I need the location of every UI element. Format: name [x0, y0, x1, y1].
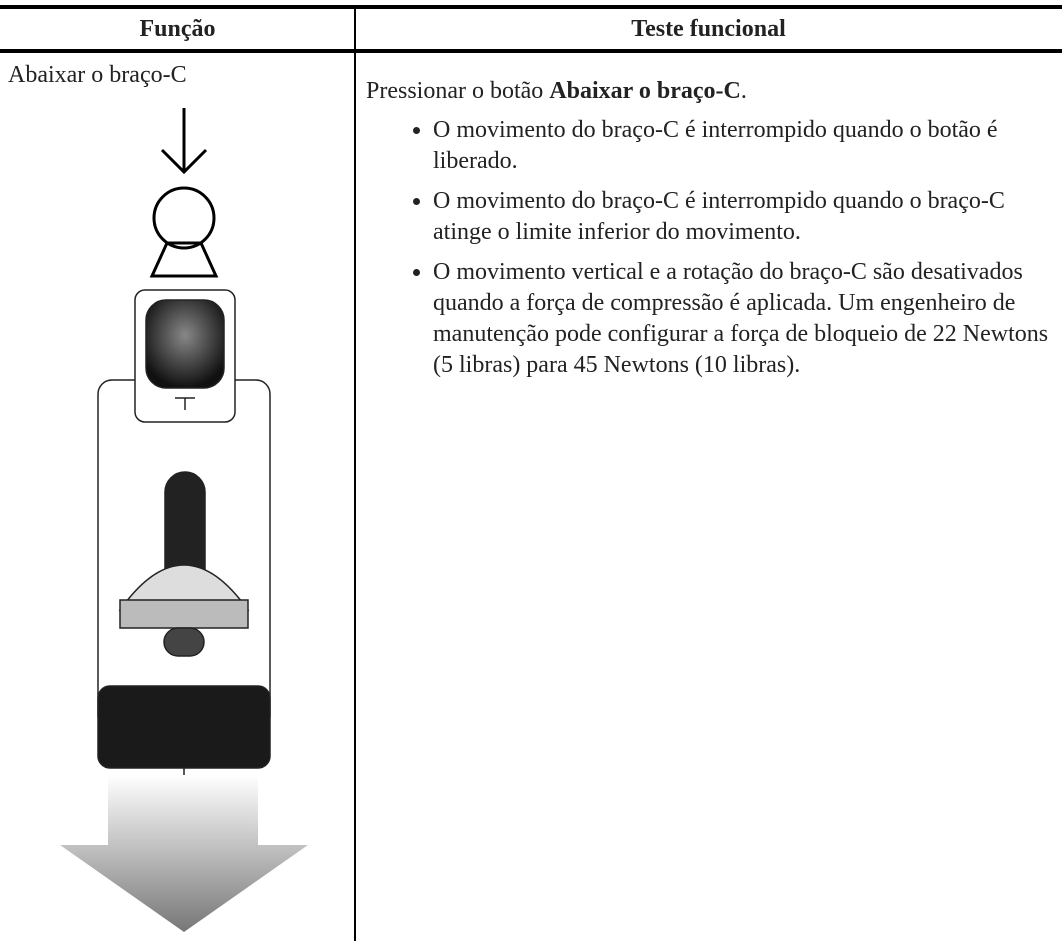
intro: Pressionar o botão Abaixar o braço-C.: [366, 76, 1056, 107]
test-description: Pressionar o botão Abaixar o braço-C. O …: [366, 76, 1056, 390]
bullet-list: O movimento do braço-C é interrompido qu…: [366, 115, 1056, 381]
bullet: O movimento do braço-C é interrompido qu…: [433, 186, 1056, 248]
column-header: Função: [0, 5, 355, 53]
bullet: O movimento do braço-C é interrompido qu…: [433, 115, 1056, 177]
intro-text: .: [740, 78, 747, 104]
illustration: [60, 108, 308, 932]
column-divider: [354, 5, 356, 941]
button-name: Abaixar o braço-C: [549, 78, 741, 104]
intro-text: Pressionar o botão: [366, 78, 550, 104]
function-name: Abaixar o braço-C: [8, 62, 187, 88]
column-header: Teste funcional: [355, 5, 1062, 53]
bullet: O movimento vertical e a rotação do braç…: [433, 257, 1056, 381]
